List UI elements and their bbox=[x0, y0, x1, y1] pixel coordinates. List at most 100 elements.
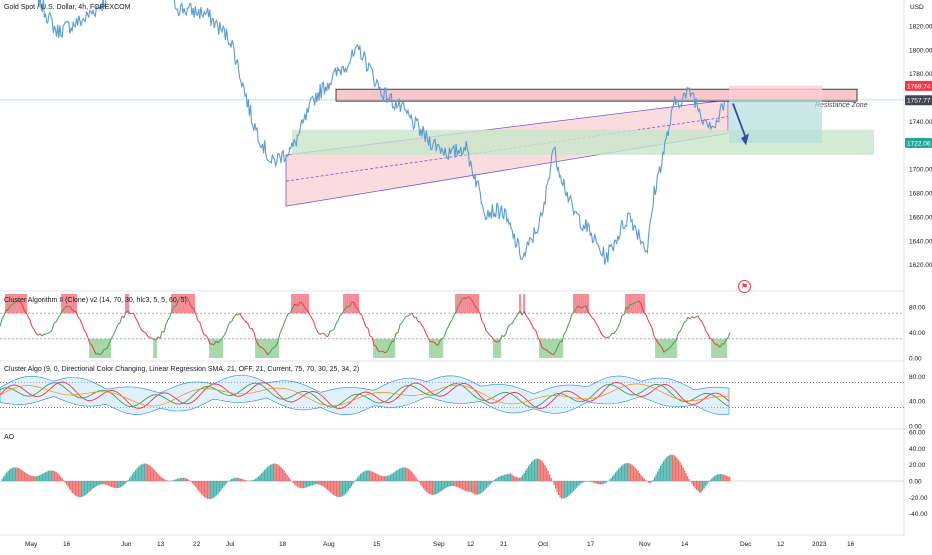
osc1-oversold-bar bbox=[379, 339, 381, 358]
ao-bar bbox=[668, 456, 669, 481]
ao-bar bbox=[330, 481, 331, 493]
ao-bar bbox=[327, 481, 328, 490]
ao-bar bbox=[17, 468, 18, 482]
osc1-overbought-bar bbox=[629, 294, 631, 313]
ao-bar bbox=[203, 481, 204, 496]
ao-bar bbox=[141, 464, 142, 481]
ao-bar bbox=[648, 481, 649, 483]
ao-bar bbox=[476, 481, 477, 495]
ao-axis-tick: 40.00 bbox=[909, 446, 926, 453]
ao-bar bbox=[690, 481, 691, 482]
ao-bar bbox=[672, 455, 673, 481]
osc1-line bbox=[702, 322, 704, 326]
osc1-oversold-bar bbox=[547, 339, 549, 358]
osc1-line bbox=[196, 315, 198, 321]
ao-bar bbox=[335, 481, 336, 496]
ao-bar bbox=[237, 478, 238, 481]
ao-bar bbox=[576, 481, 577, 488]
ao-bar bbox=[197, 481, 198, 489]
ao-bar bbox=[65, 481, 66, 483]
ao-bar bbox=[717, 474, 718, 481]
ao-bar bbox=[470, 481, 471, 492]
ao-bar bbox=[386, 476, 387, 481]
ao-bar bbox=[629, 463, 630, 481]
ao-bar bbox=[164, 479, 165, 481]
ao-bar bbox=[663, 461, 664, 481]
osc1-line bbox=[448, 323, 450, 327]
osc1-overbought-bar bbox=[581, 294, 583, 313]
osc1-line bbox=[684, 321, 686, 322]
osc1-oversold-bar bbox=[435, 339, 437, 358]
ao-bar bbox=[287, 475, 288, 481]
ao-bar bbox=[726, 476, 727, 482]
ao-bar bbox=[371, 471, 372, 481]
osc1-line bbox=[602, 335, 604, 337]
osc1-overbought-bar bbox=[457, 294, 459, 313]
osc2-axis-tick: 80.00 bbox=[909, 374, 926, 381]
price-label-text: 1722.06 bbox=[907, 140, 931, 147]
ao-bar bbox=[632, 465, 633, 481]
ao-bar bbox=[359, 475, 360, 481]
ao-bar bbox=[71, 481, 72, 491]
ao-bar bbox=[419, 481, 420, 482]
ao-bar bbox=[641, 475, 642, 481]
ao-bar bbox=[498, 477, 499, 481]
osc1-line bbox=[160, 332, 162, 339]
ao-bar bbox=[245, 480, 246, 481]
ao-bar bbox=[548, 471, 549, 481]
osc1-line bbox=[568, 321, 570, 325]
ao-bar bbox=[2, 479, 3, 481]
osc1-line bbox=[78, 317, 80, 319]
ao-bar bbox=[678, 460, 679, 481]
ao-bar bbox=[675, 456, 676, 481]
osc1-line bbox=[422, 326, 424, 329]
osc1-line bbox=[502, 335, 504, 336]
ao-bar bbox=[117, 481, 118, 488]
ao-bar bbox=[383, 476, 384, 481]
ao-bar bbox=[423, 481, 424, 489]
ao-bar bbox=[252, 480, 253, 481]
osc1-line bbox=[646, 314, 648, 320]
osc1-overbought-bar bbox=[303, 294, 305, 313]
bell-icon[interactable]: ⚑ bbox=[738, 280, 751, 293]
ao-bar bbox=[704, 481, 705, 489]
ao-bar bbox=[458, 481, 459, 487]
osc1-line bbox=[368, 328, 370, 336]
ao-bar bbox=[374, 472, 375, 481]
ao-bar bbox=[72, 481, 73, 493]
ao-bar bbox=[261, 473, 262, 481]
ao-bar bbox=[575, 481, 576, 489]
ao-bar bbox=[147, 464, 148, 481]
osc1-line bbox=[716, 345, 718, 346]
ao-bar bbox=[686, 473, 687, 481]
ao-bar bbox=[674, 455, 675, 481]
ao-bar bbox=[108, 481, 109, 486]
osc1-overbought-bar bbox=[293, 294, 295, 313]
osc1-line bbox=[120, 316, 122, 323]
ao-bar bbox=[456, 481, 457, 487]
ao-bar bbox=[315, 481, 316, 484]
main-title: Gold Spot / U.S. Dollar, 4h, FOREXCOM bbox=[4, 4, 130, 11]
ao-bar bbox=[522, 475, 523, 481]
osc1-line bbox=[284, 319, 286, 324]
ao-bar bbox=[263, 471, 264, 481]
ao-bar bbox=[438, 481, 439, 493]
ao-bar bbox=[171, 481, 172, 482]
ao-bar bbox=[593, 481, 594, 483]
osc1-line bbox=[318, 332, 320, 334]
ao-bar bbox=[206, 481, 207, 498]
ao-bar bbox=[485, 481, 486, 490]
osc1-line bbox=[286, 314, 288, 319]
osc1-line bbox=[206, 335, 208, 339]
ao-bar bbox=[525, 470, 526, 481]
ao-bar bbox=[558, 481, 559, 495]
ao-bar bbox=[96, 481, 97, 486]
osc1-line bbox=[338, 316, 340, 321]
ao-bar bbox=[29, 475, 30, 481]
osc1-line bbox=[710, 338, 712, 339]
ao-bar bbox=[681, 465, 682, 481]
osc1-line bbox=[426, 334, 428, 338]
ao-bar bbox=[39, 475, 40, 481]
ao-bar bbox=[447, 481, 448, 487]
time-axis-tick: May bbox=[25, 541, 38, 548]
